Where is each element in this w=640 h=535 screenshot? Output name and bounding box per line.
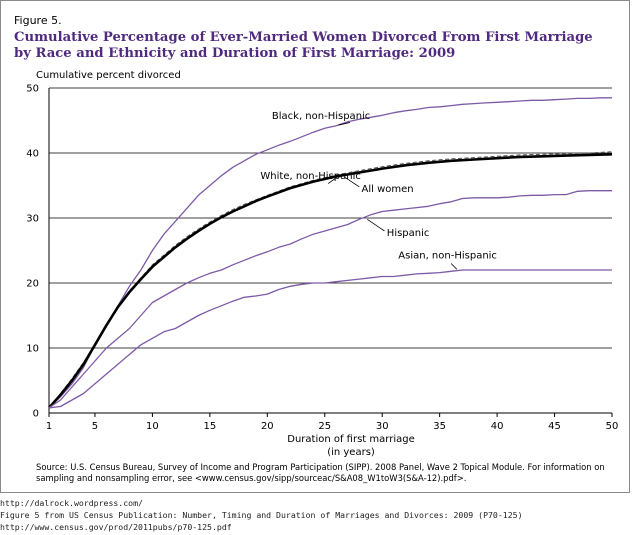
chart-title-line1: Cumulative Percentage of Ever-Married Wo… [14, 30, 593, 45]
annotation-label-asian-non-hispanic: Asian, non-Hispanic [398, 250, 497, 261]
footer-line-blog-url: http://dalrock.wordpress.com/ [0, 498, 143, 508]
series-line-asian-non-hispanic [48, 269, 612, 409]
x-tick-label-40: 40 [491, 421, 504, 432]
annotation-leader-black-non-hispanic [338, 122, 351, 126]
x-axis-label: Duration of first marriage (in years) [236, 433, 466, 459]
y-tick-label-0: 0 [33, 409, 39, 420]
x-tick-label-25: 25 [318, 421, 331, 432]
annotation-label-all-women: All women [362, 184, 414, 195]
x-tick-label-50: 50 [606, 421, 619, 432]
series-line-white-non-hispanic [48, 151, 613, 409]
x-tick-label-10: 10 [146, 421, 159, 432]
chart-title-line2: by Race and Ethnicity and Duration of Fi… [14, 46, 456, 61]
annotation-label-hispanic: Hispanic [387, 228, 430, 239]
annotation-leader-all-women [345, 177, 360, 188]
x-tick-label-5: 5 [92, 421, 98, 432]
annotation-layer: Black, non-Hispanic White, non-HispanicAl… [260, 111, 497, 270]
annotation-label-black-non-hispanic: Black, non-Hispanic [272, 111, 370, 122]
figure-frame [0, 0, 630, 493]
y-axis-label: Cumulative percent divorced [36, 70, 181, 81]
annotation-leader-hispanic [367, 218, 385, 232]
source-note: Source: U.S. Census Bureau, Survey of In… [36, 462, 605, 483]
chart-title: Cumulative Percentage of Ever-Married Wo… [14, 30, 614, 62]
series-line-all-women [48, 153, 613, 409]
y-tick-label-10: 10 [26, 344, 39, 355]
y-tick-label-50: 50 [26, 84, 39, 95]
footer-line-publication: Figure 5 from US Census Publication: Num… [0, 510, 523, 520]
x-axis-label-line2: (in years) [327, 447, 375, 458]
x-tick-label-30: 30 [376, 421, 389, 432]
annotation-leader-asian-non-hispanic [450, 263, 458, 270]
y-tick-label-40: 40 [26, 149, 39, 160]
annotation-label-white-non-hispanic: White, non-Hispanic [260, 171, 360, 182]
figure-label: Figure 5. [14, 14, 62, 27]
annotation-leader-white-non-hispanic [327, 174, 342, 184]
x-tick-label-45: 45 [548, 421, 561, 432]
x-tick-label-20: 20 [261, 421, 274, 432]
y-tick-label-20: 20 [26, 279, 39, 290]
x-tick-label-35: 35 [433, 421, 446, 432]
x-tick-label-15: 15 [203, 421, 216, 432]
x-tick-label-1: 1 [46, 421, 52, 432]
footer: http://dalrock.wordpress.com/ Figure 5 f… [0, 497, 640, 533]
series-line-black-non-hispanic [48, 97, 612, 409]
x-axis-label-line1: Duration of first marriage [287, 434, 415, 445]
footer-line-pdf-url: http://www.census.gov/prod/2011pubs/p70-… [0, 522, 232, 532]
series-layer [48, 97, 613, 409]
series-line-hispanic [48, 190, 612, 409]
y-tick-label-30: 30 [26, 214, 39, 225]
